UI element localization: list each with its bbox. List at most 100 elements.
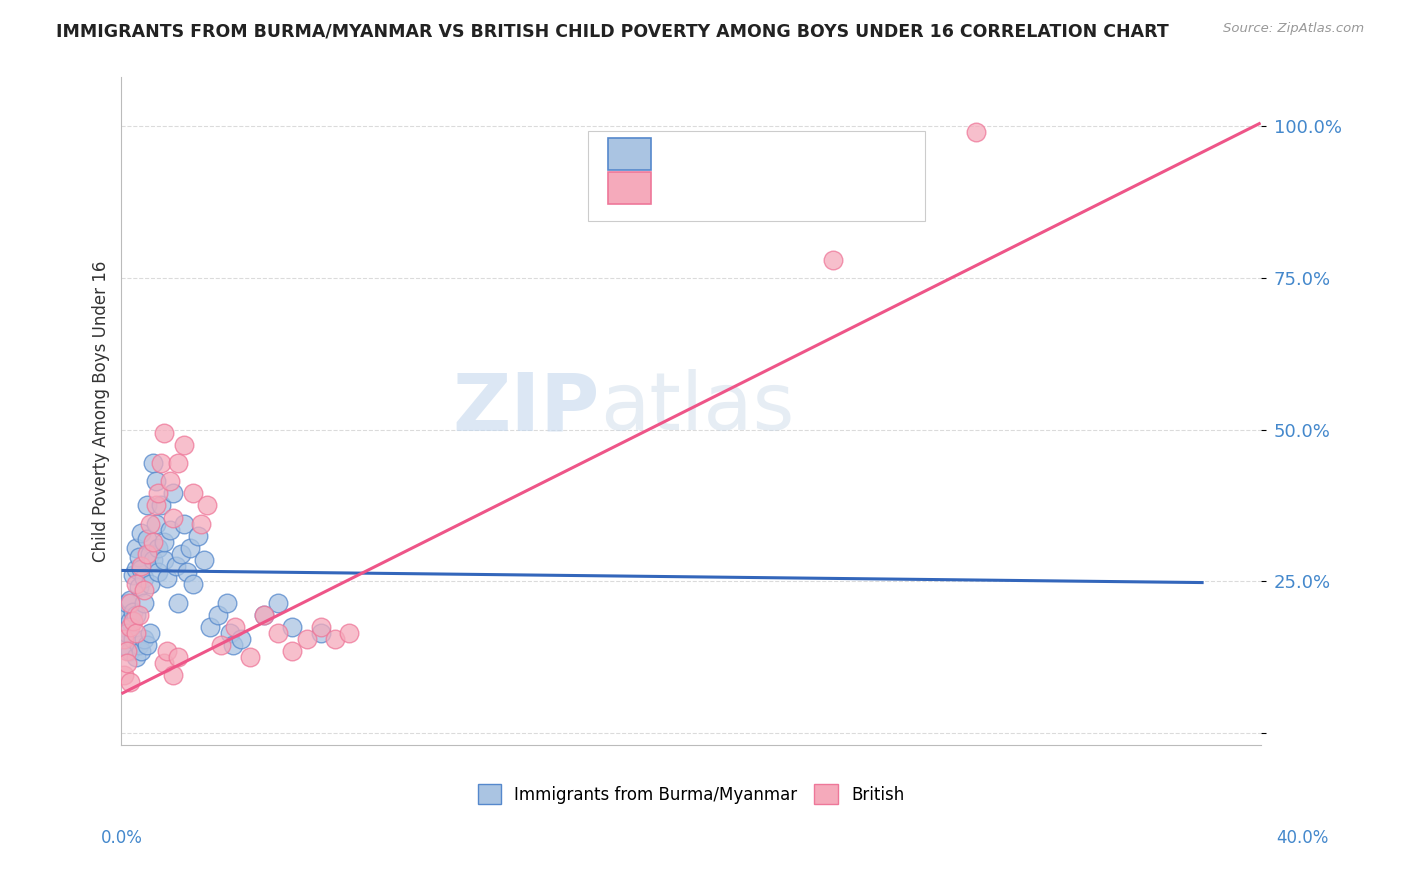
Point [239,650,262,665]
Point [145,474,167,488]
Point [112,620,135,634]
Point [125,607,148,622]
Text: 40.0%: 40.0% [1277,829,1329,847]
Point [118,596,141,610]
Point [221,638,243,652]
Point [112,638,135,652]
Point [112,632,135,646]
Point [179,541,201,555]
Point [148,566,170,580]
Point [115,596,138,610]
FancyBboxPatch shape [607,138,651,170]
Point [195,499,218,513]
Point [170,547,193,561]
Point [125,562,148,576]
Point [167,456,190,470]
Point [253,607,276,622]
Text: 0.0%: 0.0% [101,829,143,847]
Point [125,577,148,591]
Point [118,592,141,607]
Point [115,607,138,622]
Point [187,529,209,543]
Point [145,516,167,531]
Point [218,626,240,640]
Text: IMMIGRANTS FROM BURMA/MYANMAR VS BRITISH CHILD POVERTY AMONG BOYS UNDER 16 CORRE: IMMIGRANTS FROM BURMA/MYANMAR VS BRITISH… [56,22,1168,40]
Point [159,523,181,537]
Point [142,535,165,549]
Text: R = -0.016: R = -0.016 [665,145,775,164]
Point [309,626,332,640]
Point [190,516,212,531]
Point [337,626,360,640]
Point [112,668,135,682]
Point [118,644,141,658]
Point [267,626,290,640]
Point [139,626,162,640]
Point [118,620,141,634]
FancyBboxPatch shape [607,171,651,203]
Point [965,125,987,139]
Text: N = 43: N = 43 [797,178,868,197]
Point [153,657,176,671]
Point [193,553,215,567]
Point [153,425,176,440]
Point [267,596,290,610]
Y-axis label: Child Poverty Among Boys Under 16: Child Poverty Among Boys Under 16 [93,260,110,562]
FancyBboxPatch shape [589,131,925,221]
Point [131,562,153,576]
Point [121,614,143,628]
Text: N = 60: N = 60 [797,145,868,164]
Point [145,499,167,513]
Point [121,568,143,582]
Point [209,638,232,652]
Point [309,620,332,634]
Point [136,638,159,652]
Point [173,516,195,531]
Point [121,632,143,646]
Point [128,638,150,652]
Point [142,456,165,470]
Point [281,644,304,658]
Point [162,668,184,682]
Point [139,577,162,591]
Legend: Immigrants from Burma/Myanmar, British: Immigrants from Burma/Myanmar, British [478,784,904,804]
Point [128,581,150,595]
Point [153,535,176,549]
Point [323,632,346,646]
Point [148,541,170,555]
Point [131,559,153,574]
Text: ZIP: ZIP [453,369,600,447]
Point [253,607,276,622]
Point [207,607,229,622]
Point [118,614,141,628]
Point [139,516,162,531]
Point [128,550,150,565]
Point [229,632,252,646]
Point [125,626,148,640]
Point [136,547,159,561]
Point [128,607,150,622]
Point [173,438,195,452]
Point [142,553,165,567]
Point [121,605,143,619]
Point [131,644,153,658]
Point [115,644,138,658]
Point [156,571,179,585]
Point [139,547,162,561]
Point [115,657,138,671]
Point [823,252,845,267]
Point [131,525,153,540]
Point [134,583,156,598]
Point [281,620,304,634]
Point [181,486,204,500]
Point [153,553,176,567]
Point [215,596,238,610]
Point [134,632,156,646]
Point [198,620,221,634]
Point [150,499,173,513]
Point [125,541,148,555]
Point [156,644,179,658]
Point [181,577,204,591]
Point [148,486,170,500]
Point [165,559,187,574]
